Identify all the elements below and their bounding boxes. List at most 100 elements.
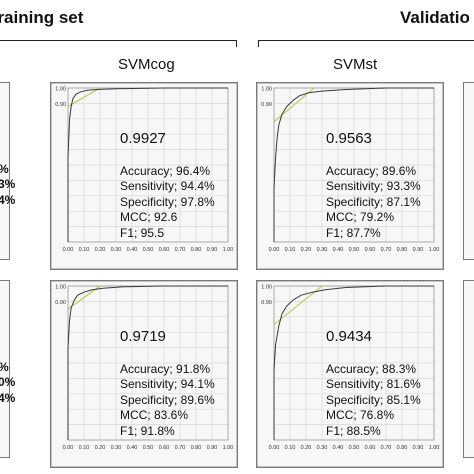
reference-line — [273, 285, 323, 325]
x-tick-label: 0.80 — [191, 247, 202, 253]
y-tick-label: 0.90 — [55, 102, 66, 108]
x-tick-label: 0.50 — [349, 445, 360, 451]
panel-frame — [49, 279, 239, 469]
x-tick-label: 0.90 — [207, 445, 218, 451]
roc-chart: 1.00 0.90 0.00 0.10 0.20 0.30 0.40 0.50 0.60 0.70… — [49, 279, 239, 469]
x-tick-label: 0.60 — [365, 247, 376, 253]
x-tick-label: 0.50 — [143, 247, 154, 253]
roc-chart: 1.00 0.90 0.00 0.10 0.20 0.30 0.40 0.50 0.60 0.70… — [49, 81, 239, 271]
x-tick-label: 0.70 — [175, 247, 186, 253]
partial-metric: 0% — [0, 375, 16, 390]
roc-curve — [67, 285, 228, 440]
x-tick-label: 0.70 — [381, 445, 392, 451]
metric-line: F1; 95.5 — [120, 225, 165, 240]
auc-value: 0.9719 — [120, 328, 166, 345]
metric-line: Accuracy; 88.3% — [326, 362, 417, 376]
auc-value: 0.9563 — [326, 130, 372, 147]
partial-metric: 4% — [0, 390, 16, 405]
model-label-svmcog: SVMcog — [118, 56, 175, 73]
metric-line: F1; 87.7% — [326, 225, 381, 240]
auc-value: 0.9927 — [120, 130, 166, 147]
x-tick-label: 0.50 — [143, 445, 154, 451]
reference-line — [67, 87, 101, 107]
x-tick-label: 0.40 — [333, 247, 344, 253]
x-tick-label: 0.20 — [95, 445, 106, 451]
y-tick-label: 1.00 — [55, 87, 66, 93]
metric-line: F1; 91.8% — [120, 423, 175, 438]
metric-line: MCC; 92.6 — [120, 210, 178, 225]
metric-line: Sensitivity; 94.1% — [120, 377, 215, 392]
metric-line: Accuracy; 89.6% — [326, 164, 417, 178]
plot-area-border — [273, 87, 435, 243]
x-tick-label: 0.40 — [127, 445, 138, 451]
y-tick-label: 0.90 — [261, 102, 272, 108]
partial-metric: % — [0, 360, 15, 375]
x-tick-label: 0.80 — [397, 247, 408, 253]
x-tick-label: 1.00 — [223, 445, 234, 451]
x-tick-label: 0.80 — [397, 445, 408, 451]
metric-line: MCC; 83.6% — [120, 408, 189, 423]
roc-panel: 1.00 0.90 0.00 0.10 0.20 0.30 0.40 0.50 0.60 0.70… — [255, 81, 445, 271]
partial-metric: % — [0, 162, 15, 177]
partial-panel-bottom-left — [0, 280, 10, 458]
metrics-list: Accuracy; 89.6% Sensitivity; 93.3% Specifi… — [326, 164, 421, 241]
metric-line: Specificity; 85.1% — [326, 392, 421, 407]
model-label-svmst: SVMst — [333, 56, 378, 73]
x-tick-label: 0.60 — [365, 445, 376, 451]
x-tick-label: 0.90 — [207, 247, 218, 253]
panel-frame — [255, 81, 445, 271]
roc-chart: 1.00 0.90 0.00 0.10 0.20 0.30 0.40 0.50 0.60 0.70… — [255, 279, 445, 469]
auc-value: 0.9434 — [326, 328, 372, 345]
x-tick-label: 0.10 — [79, 445, 90, 451]
x-tick-label: 0.40 — [127, 247, 138, 253]
x-tick-label: 0.10 — [285, 445, 296, 451]
partial-metrics-top: % 3% 4% — [0, 162, 15, 208]
training-bracket — [0, 40, 237, 47]
partial-panel-top-right — [463, 82, 474, 260]
x-tick-label: 0.10 — [285, 247, 296, 253]
x-tick-label: 0.80 — [191, 445, 202, 451]
roc-curve — [67, 87, 228, 242]
metrics-list: Accuracy; 96.4% Sensitivity; 94.4% Specifi… — [120, 164, 215, 241]
metric-line: Sensitivity; 94.4% — [120, 179, 215, 194]
x-tick-label: 0.30 — [111, 247, 122, 253]
x-tick-label: 1.00 — [429, 445, 440, 451]
roc-curve — [273, 87, 434, 242]
training-set-header: Training set — [0, 8, 84, 27]
validation-bracket — [258, 40, 474, 47]
roc-panel: 1.00 0.90 0.00 0.10 0.20 0.30 0.40 0.50 0.60 0.70… — [49, 279, 239, 469]
x-tick-label: 0.60 — [159, 247, 170, 253]
roc-chart: 1.00 0.90 0.00 0.10 0.20 0.30 0.40 0.50 0.60 0.70… — [255, 81, 445, 271]
x-tick-label: 0.30 — [317, 247, 328, 253]
roc-curve — [273, 285, 434, 440]
x-tick-label: 0.30 — [317, 445, 328, 451]
x-tick-label: 0.00 — [63, 247, 74, 253]
x-tick-label: 0.70 — [381, 247, 392, 253]
validation-set-header: Validatio — [400, 8, 470, 27]
roc-panel: 1.00 0.90 0.00 0.10 0.20 0.30 0.40 0.50 0.60 0.70… — [255, 279, 445, 469]
y-tick-label: 1.00 — [261, 87, 272, 93]
y-tick-label: 1.00 — [55, 285, 66, 291]
metric-line: F1; 88.5% — [326, 423, 381, 438]
partial-panel-top-left — [0, 82, 10, 260]
metric-line: Accuracy; 96.4% — [120, 164, 211, 178]
metric-line: Specificity; 87.1% — [326, 194, 421, 209]
metric-line: MCC; 79.2% — [326, 210, 395, 225]
x-tick-label: 1.00 — [223, 247, 234, 253]
x-tick-label: 0.70 — [175, 445, 186, 451]
panel-frame — [49, 81, 239, 271]
partial-panel-bottom-right — [463, 280, 474, 458]
metric-line: Specificity; 89.6% — [120, 392, 215, 407]
x-tick-label: 0.00 — [63, 445, 74, 451]
x-tick-label: 0.20 — [301, 445, 312, 451]
x-tick-label: 0.00 — [269, 247, 280, 253]
x-tick-label: 0.20 — [95, 247, 106, 253]
y-tick-label: 0.90 — [55, 300, 66, 306]
x-tick-label: 0.30 — [111, 445, 122, 451]
x-tick-label: 1.00 — [429, 247, 440, 253]
roc-panel: 1.00 0.90 0.00 0.10 0.20 0.30 0.40 0.50 0.60 0.70… — [49, 81, 239, 271]
x-tick-label: 0.20 — [301, 247, 312, 253]
x-tick-label: 0.90 — [413, 247, 424, 253]
metrics-list: Accuracy; 91.8% Sensitivity; 94.1% Specifi… — [120, 362, 215, 439]
y-tick-label: 1.00 — [261, 285, 272, 291]
